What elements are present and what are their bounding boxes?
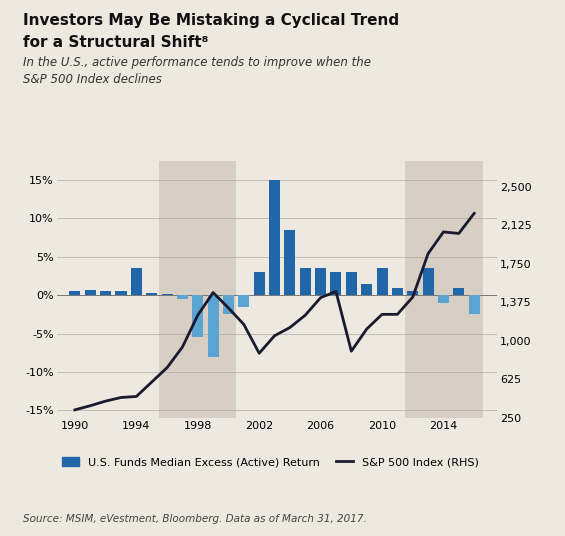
Text: Source: MSIM, eVestment, Bloomberg. Data as of March 31, 2017.: Source: MSIM, eVestment, Bloomberg. Data… — [23, 514, 366, 524]
Bar — [331, 272, 341, 295]
Bar — [405, 161, 484, 418]
Bar — [207, 295, 219, 356]
Text: Investors May Be Mistaking a Cyclical Trend: Investors May Be Mistaking a Cyclical Tr… — [23, 13, 399, 28]
Bar — [468, 295, 480, 315]
Bar — [85, 290, 96, 295]
Bar — [69, 292, 80, 295]
Bar — [376, 269, 388, 295]
Bar — [315, 269, 326, 295]
Text: In the U.S., active performance tends to improve when the
S&P 500 Index declines: In the U.S., active performance tends to… — [23, 56, 371, 86]
Bar — [299, 269, 311, 295]
Bar — [177, 295, 188, 299]
Legend: U.S. Funds Median Excess (Active) Return, S&P 500 Index (RHS): U.S. Funds Median Excess (Active) Return… — [62, 457, 479, 467]
Bar — [254, 272, 265, 295]
Bar — [438, 295, 449, 303]
Bar — [100, 292, 111, 295]
Bar — [453, 287, 464, 295]
Bar — [115, 292, 127, 295]
Bar — [392, 287, 403, 295]
Bar — [192, 295, 203, 338]
Bar — [162, 294, 172, 295]
Bar — [361, 284, 372, 295]
Bar — [223, 295, 234, 315]
Bar — [159, 161, 236, 418]
Bar — [131, 269, 142, 295]
Bar — [423, 269, 433, 295]
Bar — [407, 292, 418, 295]
Bar — [284, 230, 295, 295]
Text: for a Structural Shift⁸: for a Structural Shift⁸ — [23, 35, 208, 50]
Bar — [269, 180, 280, 295]
Bar — [146, 293, 157, 295]
Bar — [238, 295, 249, 307]
Bar — [346, 272, 357, 295]
